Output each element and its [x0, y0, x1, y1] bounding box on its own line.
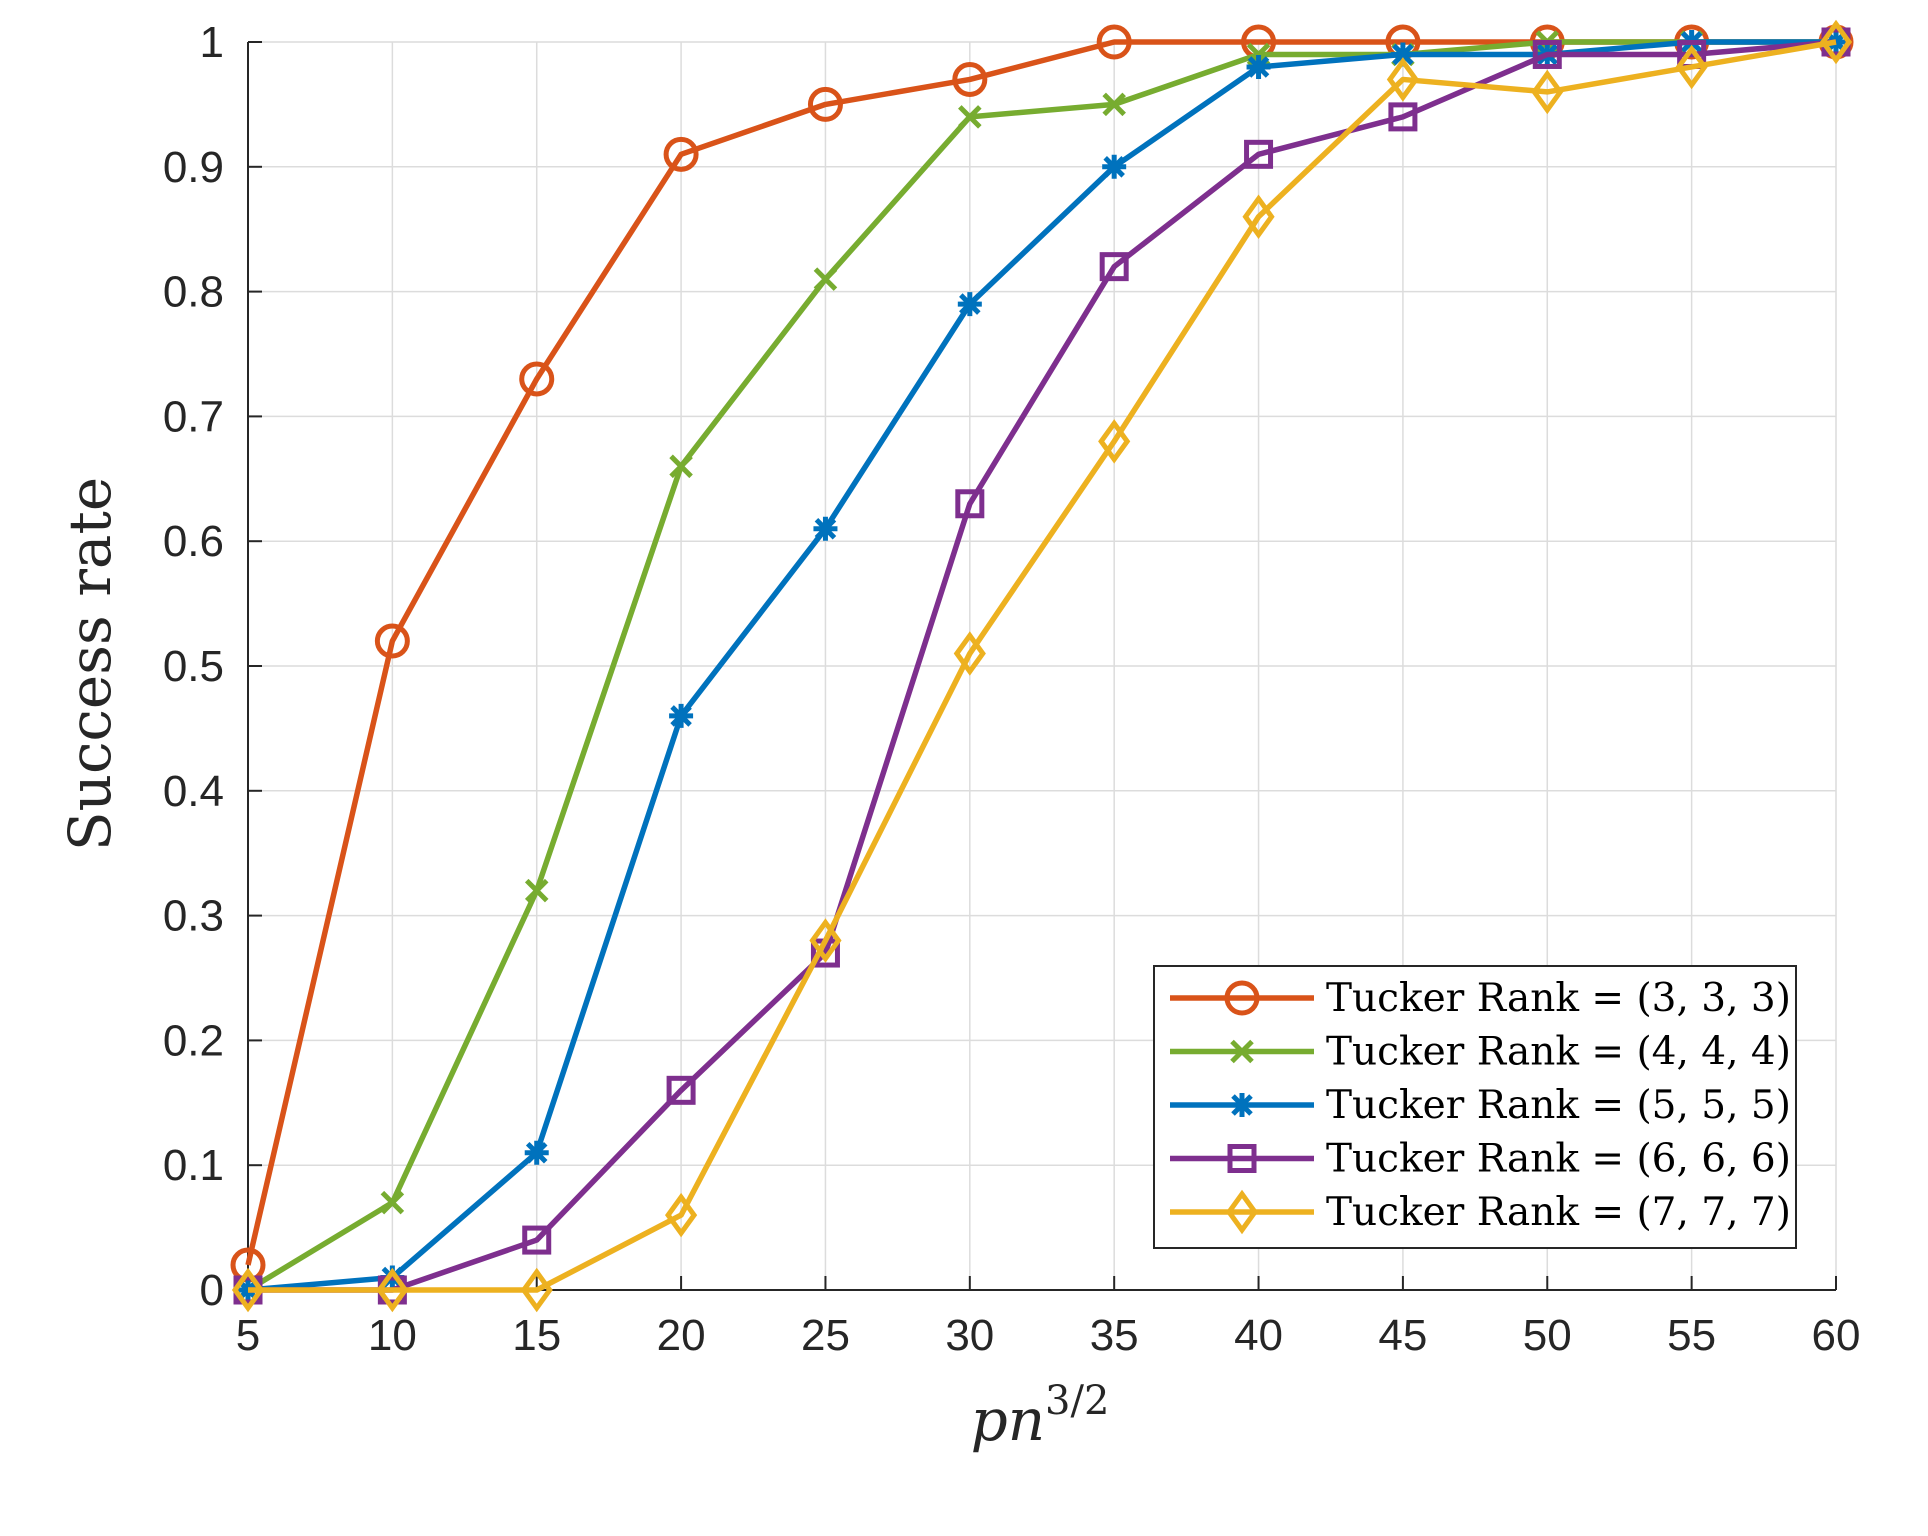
- y-tick-label: 0.4: [163, 767, 224, 816]
- data-point-marker: [522, 1225, 552, 1255]
- y-axis-title: Success rate: [56, 477, 124, 851]
- data-point-marker: [958, 105, 982, 129]
- data-point-marker: [380, 1190, 405, 1215]
- data-point-marker: [665, 1192, 698, 1238]
- series-line: [248, 39, 1837, 1293]
- data-point-marker: [1246, 54, 1271, 79]
- data-point-marker: [1098, 419, 1131, 464]
- series-2: [236, 30, 1848, 1302]
- x-tick-label: 60: [1812, 1311, 1861, 1360]
- x-axis-title-main: pn: [971, 1386, 1045, 1454]
- series-group: [230, 19, 1854, 1313]
- data-point-marker: [376, 1267, 409, 1313]
- y-tick-label: 0.5: [163, 642, 224, 691]
- x-tick-label: 55: [1667, 1311, 1716, 1360]
- x-tick-label: 25: [801, 1311, 850, 1360]
- y-tick-label: 0.7: [163, 392, 224, 441]
- data-point-marker: [231, 1267, 265, 1313]
- legend-item: Tucker Rank = (4, 4, 4): [1170, 1030, 1791, 1075]
- data-point-marker: [1102, 154, 1127, 179]
- data-point-marker: [1675, 44, 1708, 90]
- data-point-marker: [953, 631, 986, 676]
- data-point-marker: [374, 623, 410, 659]
- legend-swatch-marker: [1230, 1039, 1254, 1064]
- data-point-marker: [1819, 19, 1853, 65]
- legend: Tucker Rank = (3, 3, 3) Tucker Rank = (4,…: [1153, 965, 1797, 1249]
- y-tick-label: 0.6: [163, 517, 224, 566]
- x-tick-label: 15: [512, 1311, 561, 1360]
- legend-swatch-marker: [1227, 1144, 1257, 1173]
- data-point-marker: [1244, 139, 1274, 169]
- series-line: [246, 39, 1836, 1293]
- x-tick-label: 10: [368, 1311, 417, 1360]
- data-point-marker: [1390, 42, 1415, 67]
- tick-labels: 5 10 15 20 25 30 35 40 45 50 55 60 0 0.1 0.2 0.3 0.4 0.5 0…: [163, 18, 1861, 1360]
- y-tick-label: 0.3: [163, 892, 224, 941]
- y-tick-label: 0.2: [163, 1016, 224, 1065]
- series-5: [231, 19, 1853, 1313]
- legend-item: Tucker Rank = (3, 3, 3): [1170, 976, 1791, 1021]
- y-tick-label: 1: [200, 18, 224, 67]
- data-point-marker: [524, 878, 549, 903]
- y-tick-label: 0.8: [163, 268, 224, 317]
- x-tick-label: 45: [1378, 1311, 1427, 1360]
- data-point-marker: [952, 61, 988, 97]
- data-point-marker: [1242, 194, 1275, 239]
- data-point-marker: [1532, 39, 1562, 69]
- x-tick-label: 5: [236, 1311, 260, 1360]
- data-point-marker: [809, 918, 842, 963]
- x-axis-title-sup: 3/2: [1045, 1378, 1109, 1424]
- data-point-marker: [813, 516, 838, 541]
- x-tick-label: 35: [1090, 1311, 1139, 1360]
- data-point-marker: [519, 361, 555, 397]
- x-tick-label: 30: [945, 1311, 994, 1360]
- x-tick-label: 40: [1234, 1311, 1283, 1360]
- data-point-marker: [666, 1075, 696, 1105]
- data-point-marker: [524, 1140, 549, 1165]
- legend-swatch-marker: [1224, 980, 1260, 1016]
- legend-label: Tucker Rank = (5, 5, 5): [1326, 1083, 1791, 1128]
- data-point-marker: [669, 454, 693, 479]
- y-tick-label: 0: [200, 1266, 224, 1315]
- data-point-marker: [1099, 252, 1129, 282]
- data-point-marker: [1386, 57, 1419, 102]
- data-point-marker: [957, 292, 982, 317]
- legend-label: Tucker Rank = (3, 3, 3): [1326, 976, 1791, 1021]
- x-tick-label: 20: [657, 1311, 706, 1360]
- x-axis-title: pn3/2: [971, 1378, 1110, 1454]
- legend-item: Tucker Rank = (7, 7, 7): [1170, 1189, 1791, 1235]
- data-point-marker: [1096, 24, 1132, 60]
- legend-item: Tucker Rank = (6, 6, 6): [1170, 1137, 1791, 1182]
- legend-label: Tucker Rank = (6, 6, 6): [1326, 1137, 1791, 1182]
- data-point-marker: [663, 136, 699, 172]
- y-tick-label: 0.1: [163, 1141, 224, 1190]
- y-tick-label: 0.9: [163, 143, 224, 192]
- legend-item: Tucker Rank = (5, 5, 5): [1170, 1083, 1791, 1128]
- data-point-marker: [520, 1267, 553, 1313]
- legend-label: Tucker Rank = (4, 4, 4): [1326, 1030, 1791, 1075]
- legend-label: Tucker Rank = (7, 7, 7): [1326, 1190, 1791, 1235]
- data-point-marker: [1388, 102, 1418, 132]
- data-point-marker: [1531, 69, 1564, 115]
- data-point-marker: [813, 267, 838, 291]
- data-point-marker: [807, 86, 843, 122]
- series-line: [248, 39, 1837, 1293]
- legend-swatch-marker: [1225, 1189, 1259, 1235]
- legend-swatch-marker: [1230, 1093, 1254, 1117]
- data-point-marker: [955, 489, 985, 519]
- data-point-marker: [1102, 92, 1126, 117]
- x-tick-label: 50: [1523, 1311, 1572, 1360]
- data-point-marker: [669, 703, 694, 728]
